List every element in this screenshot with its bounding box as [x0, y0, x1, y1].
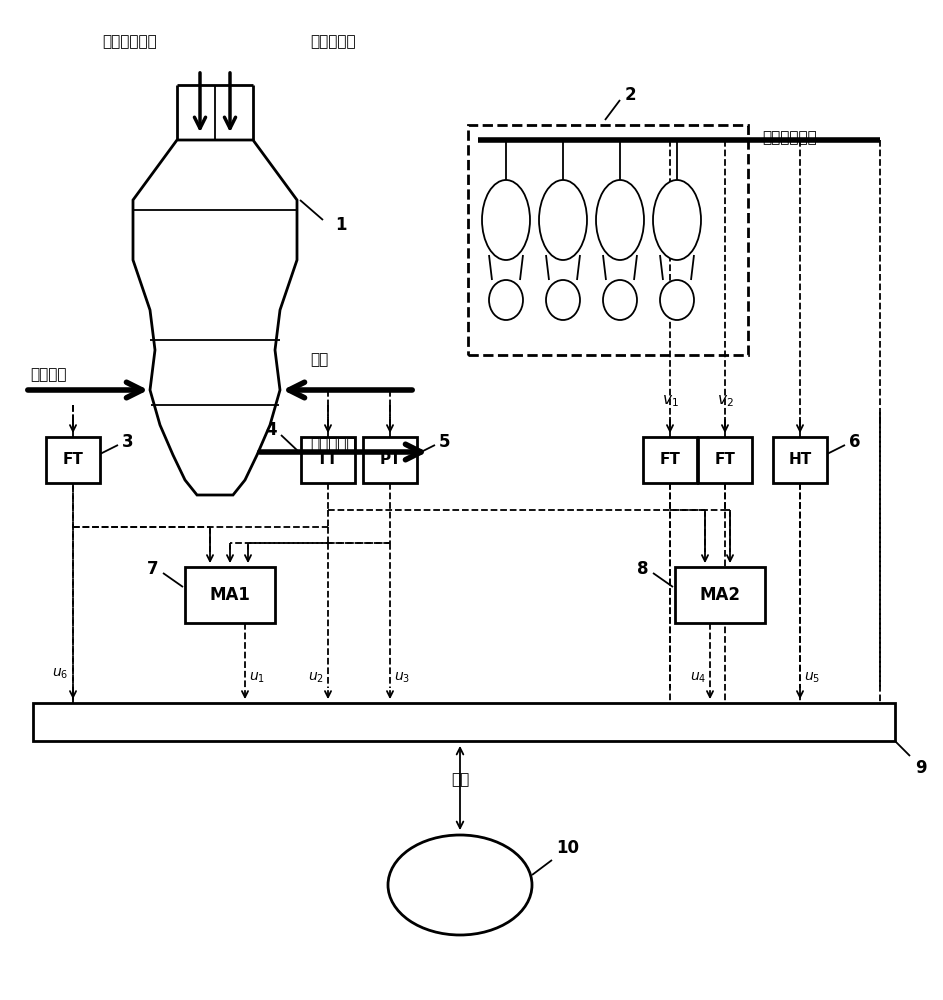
Text: 6: 6 [849, 433, 861, 451]
Text: $v_1$: $v_1$ [662, 393, 678, 409]
Text: 5: 5 [439, 433, 451, 451]
Text: 4: 4 [265, 421, 277, 439]
Text: 2: 2 [625, 86, 637, 104]
Text: PT: PT [379, 452, 401, 468]
Ellipse shape [539, 180, 587, 260]
Text: 热风: 热风 [310, 353, 328, 367]
Ellipse shape [482, 180, 530, 260]
Text: HT: HT [788, 452, 812, 468]
Text: 高炉某气等: 高炉某气等 [310, 34, 356, 49]
Bar [773, 437, 827, 483]
Ellipse shape [596, 180, 644, 260]
Text: FT: FT [659, 452, 681, 468]
Bar [675, 567, 765, 623]
Text: $u_2$: $u_2$ [308, 671, 324, 685]
Text: MA2: MA2 [700, 586, 740, 604]
Text: $u_3$: $u_3$ [394, 671, 410, 685]
Bar [301, 437, 355, 483]
Text: $u_1$: $u_1$ [249, 671, 265, 685]
Text: 3: 3 [122, 433, 134, 451]
Bar [33, 703, 895, 741]
Text: FT: FT [62, 452, 83, 468]
Text: 1: 1 [335, 216, 346, 234]
Text: 9: 9 [915, 759, 927, 777]
Ellipse shape [546, 280, 580, 320]
Text: 10: 10 [556, 839, 579, 857]
Ellipse shape [603, 280, 637, 320]
Bar [46, 437, 100, 483]
Text: 鐵水、炉渣: 鐵水、炉渣 [310, 438, 356, 452]
Text: $v_2$: $v_2$ [717, 393, 734, 409]
Text: 矿石、焦炭等: 矿石、焦炭等 [103, 34, 157, 49]
Ellipse shape [388, 835, 532, 935]
Ellipse shape [489, 280, 523, 320]
Bar [363, 437, 417, 483]
Text: 富氧、冷空气: 富氧、冷空气 [762, 130, 817, 145]
Text: $u_6$: $u_6$ [52, 667, 68, 681]
Text: $u_4$: $u_4$ [689, 671, 706, 685]
Polygon shape [133, 140, 297, 495]
Text: TT: TT [317, 452, 339, 468]
Text: $u_5$: $u_5$ [804, 671, 820, 685]
Ellipse shape [660, 280, 694, 320]
Bar [468, 125, 748, 355]
Ellipse shape [653, 180, 701, 260]
Text: 通讯: 通讯 [451, 772, 469, 788]
Text: MA1: MA1 [209, 586, 251, 604]
Text: FT: FT [715, 452, 736, 468]
Bar [643, 437, 697, 483]
Text: 煜粉喷吹: 煜粉喷吹 [30, 367, 67, 382]
Text: 8: 8 [637, 560, 649, 578]
Text: 7: 7 [147, 560, 159, 578]
Bar [698, 437, 752, 483]
Bar [185, 567, 275, 623]
